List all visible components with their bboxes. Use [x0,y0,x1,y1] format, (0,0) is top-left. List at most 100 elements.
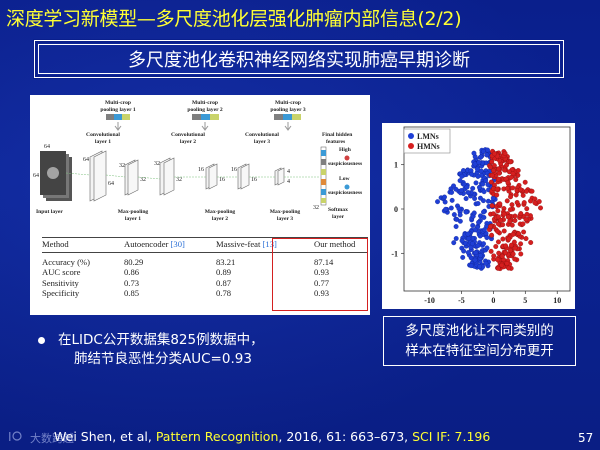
lmn-point [453,236,459,241]
legend-marker-lmns [408,133,414,139]
y-tick-label: 1 [394,161,398,170]
dim-64-label: 64 [83,157,89,163]
lmn-point [443,206,449,212]
dim-16-label: 16 [251,177,257,183]
hmn-point [492,151,497,157]
hmn-point [504,198,510,204]
lmn-point [470,185,476,191]
legend-marker-hmns [408,143,414,149]
hmn-point [508,194,513,200]
hmn-point [495,257,501,263]
hmn-point [503,250,508,256]
input-layer-label: Input layer [36,209,63,215]
x-tick-label: 0 [491,296,495,305]
lmn-point [465,190,471,195]
cnn-diagram-svg: Multi-crop pooling layer 1 Multi-crop po… [33,100,363,222]
hmn-point [491,168,496,173]
hmn-point [496,250,502,256]
hmn-point [502,150,508,156]
feature-map-pool2 [205,163,218,190]
hmn-point [528,240,534,245]
maxpool-label-3-line2: layer 3 [277,216,293,222]
low-suspiciousness-line2: suspiciousness [328,190,363,196]
citation-impact-factor: SCI IF: 7.196 [412,429,491,444]
lmn-point [469,171,475,177]
lmn-point [457,178,463,184]
lmn-point [453,186,459,192]
hmn-point [508,174,514,180]
hmn-point [501,211,507,217]
feature-map-conv3 [237,163,250,190]
dim-16-label: 16 [231,167,237,173]
y-tick-label: -1 [391,249,398,258]
hmn-point [512,245,518,251]
lmn-point [485,147,490,153]
lmn-point [481,227,487,233]
pooling-bar-2 [192,114,219,120]
scatter-legend: LMNs HMNs [403,128,451,154]
final-feature-vector [320,146,327,206]
x-tick-label: -5 [458,296,465,305]
lmn-point [484,245,490,251]
lmn-point [476,219,482,225]
maxpool-label-2-line2: layer 2 [212,216,228,222]
subtitle-box: 多尺度池化卷积神经网络实现肺癌早期诊断 [34,40,564,78]
hmn-point [491,253,497,259]
header-our-method: Our method [314,237,368,253]
hmn-point [524,206,530,212]
hmn-point [516,231,522,237]
hmn-point [494,192,500,198]
feature-map-pool1 [124,159,139,196]
lmn-point [481,209,486,215]
logo-mark-icon: I [8,430,22,444]
hmn-point [487,224,493,230]
hmn-point [512,218,518,223]
lmn-point [471,150,477,156]
note-line-1: 多尺度池化让不同类别的 [405,323,554,339]
table-header-row: Method Autoencoder [30] Massive-feat [13… [42,237,368,253]
hmn-point [509,202,515,208]
lmn-point [481,189,487,195]
output-node-high [344,155,350,161]
high-suspiciousness-line1: High [339,147,352,153]
page-number: 57 [578,431,594,445]
hmn-point [538,205,543,211]
hmn-point [520,221,526,227]
arrow-down-icon [114,122,122,131]
lmn-point [477,184,482,190]
feature-map-pool3 [274,167,285,186]
watermark-logo: I 大数跨越 [6,428,86,446]
lmn-point [484,235,490,241]
hmn-point [515,168,521,173]
arrow-down-icon [201,122,209,131]
softmax-label-line2: layer [332,214,345,220]
final-hidden-label-line2: features [326,139,346,145]
hmn-point [520,192,526,198]
hmn-point [521,229,527,235]
dim-4-label: 4 [287,169,290,175]
feature-map-conv1 [89,150,107,202]
hmn-point [488,248,494,254]
lmn-point [483,260,489,266]
x-tick-label: 5 [523,296,527,305]
lmn-point [469,241,475,247]
hmn-point [488,179,494,185]
lmn-point [485,198,491,204]
high-suspiciousness-line2: suspiciousness [328,161,363,167]
maxpool-label-3-line1: Max-pooling [270,209,301,215]
conv-label-2-line1: Convolutional [171,132,205,138]
hmn-point [506,265,512,271]
note-box: 多尺度池化让不同类别的 样本在特征空间分布更开 [383,316,576,366]
svg-text:I: I [8,430,12,444]
dim-16-label: 16 [219,177,225,183]
hmn-point [504,185,510,191]
dim-32-label: 32 [176,177,182,183]
lmn-point [435,199,440,205]
dim-32-label: 32 [140,177,146,183]
x-tick-label: 10 [553,296,561,305]
lmn-point [475,173,481,179]
hmn-point [523,236,529,242]
connection-lines [65,172,320,180]
dim-32-label: 32 [119,163,125,169]
